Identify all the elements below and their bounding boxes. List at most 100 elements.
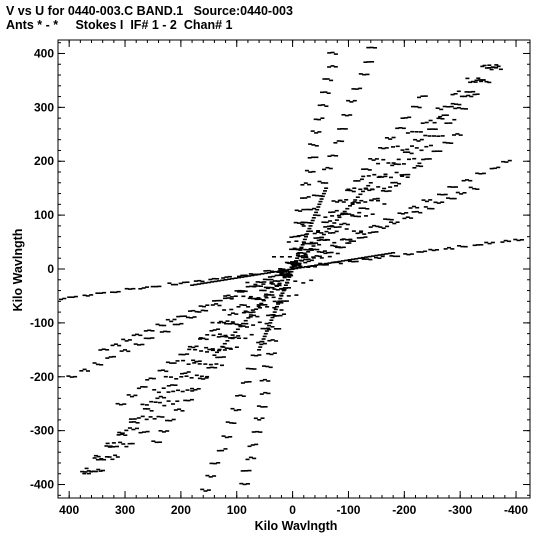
uv-point [226,297,231,299]
uv-point [423,206,428,208]
uv-point [121,338,126,341]
uv-point [234,313,239,315]
uv-point [331,232,336,234]
uv-point [204,346,209,349]
uv-point [336,246,341,248]
uv-point [494,67,499,69]
uv-point [417,162,422,165]
uv-point [468,179,473,182]
uv-point [367,189,372,192]
uv-point [474,79,479,82]
uv-point [294,260,298,262]
uv-point [224,276,229,278]
uv-point [137,344,141,346]
uv-point [194,345,199,348]
uv-point [212,354,217,356]
uv-point [363,61,368,63]
uv-point [401,163,406,165]
uv-point [263,406,268,408]
uv-point [321,221,326,223]
uv-point [156,391,161,394]
uv-point [375,225,380,228]
uv-point [492,167,497,170]
uv-point [344,228,349,230]
uv-point [66,375,71,377]
uv-point [138,334,143,337]
uv-point [395,127,400,130]
uv-point [286,262,291,264]
uv-point [130,442,135,445]
uv-point [157,369,162,372]
uv-point [301,256,305,259]
uv-point [270,339,275,341]
uv-point [501,160,506,163]
uv-point [187,348,192,351]
y-axis-label: Kilo Wavlngth [11,229,25,312]
uv-point [320,195,325,198]
uv-point [409,152,414,155]
uv-point [387,252,392,255]
uv-point [324,230,329,233]
uv-point [303,221,308,224]
uv-point [453,93,458,95]
uv-point [245,281,250,284]
uv-point [414,210,419,213]
uv-point [179,322,184,325]
uv-point [245,326,249,328]
uv-point [348,240,353,242]
uv-point [220,335,225,338]
uv-point [326,92,331,94]
uv-point [295,262,300,265]
uv-point [174,283,179,286]
uv-point [371,255,375,257]
uv-point [220,279,225,282]
uv-point [406,173,411,176]
uv-point [179,315,184,318]
uv-point [513,238,518,241]
uv-point [354,258,359,260]
uv-point [468,81,473,84]
uv-point [461,179,466,182]
uv-point [437,193,441,196]
uv-point [393,163,398,165]
uv-point [123,349,127,351]
uv-point [258,307,262,309]
uv-point [412,167,417,169]
uv-point [312,248,316,251]
uv-point [287,276,292,278]
uv-point [154,285,159,288]
uv-point [294,267,298,270]
uv-point [309,259,314,262]
uv-point [339,238,344,241]
uv-point [282,276,287,279]
uv-point [359,199,364,202]
uv-point [410,145,414,147]
uv-point [303,197,308,199]
uv-point [316,251,321,253]
uv-point [496,65,501,68]
uv-point [380,190,385,192]
uv-point [356,237,361,239]
uv-point [423,134,428,137]
uv-point [243,337,248,340]
uv-point [431,249,436,252]
uv-point [263,304,268,306]
uv-point [192,316,197,318]
uv-point [237,409,242,411]
uv-point [450,93,455,96]
uv-point [225,340,230,342]
uv-point [243,290,248,293]
uv-point [315,194,320,197]
uv-point [244,470,249,472]
uv-point [463,95,468,98]
uv-point [167,282,172,284]
uv-point [170,384,175,386]
uv-point [358,193,363,196]
x-tick-label: 400 [59,503,79,517]
uv-point [324,187,329,189]
uv-point [271,275,276,278]
uv-point [145,430,150,433]
uv-point [256,305,261,308]
uv-point [257,273,262,276]
uv-point [193,348,198,351]
